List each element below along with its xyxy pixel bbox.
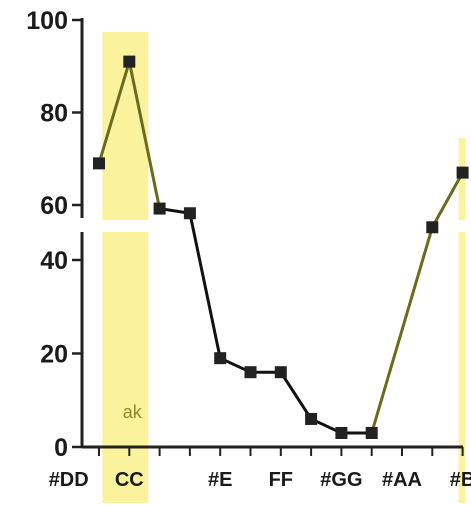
x-tick-label: CC xyxy=(115,469,144,491)
y-tick-label: 80 xyxy=(40,100,68,128)
axis-break xyxy=(60,220,471,232)
y-axis xyxy=(60,18,471,449)
x-tick-label: #B xyxy=(450,469,471,491)
data-point xyxy=(183,207,196,220)
x-tick-label: FF xyxy=(269,469,293,491)
x-tick-label: #DD xyxy=(49,469,89,491)
x-tick-label: #E xyxy=(208,469,232,491)
labels-layer: 60 80 100 0 20 40 CC #DD #E FF #GG #AA #B ak xyxy=(26,7,471,491)
data-point xyxy=(305,412,318,425)
data-point xyxy=(274,366,287,379)
data-point xyxy=(214,352,227,365)
highlight-bands xyxy=(102,32,465,503)
y-tick-label: 40 xyxy=(40,247,68,275)
x-tick-label: #AA xyxy=(382,469,422,491)
data-point xyxy=(123,55,136,68)
series-segment xyxy=(97,61,131,164)
series-segment xyxy=(279,371,313,420)
data-point xyxy=(153,202,166,215)
annotation-label: ak xyxy=(123,402,143,422)
series-segment xyxy=(430,171,464,229)
series-segment xyxy=(370,226,434,434)
data-point xyxy=(456,166,469,179)
y-tick-label: 0 xyxy=(54,434,68,462)
data-point xyxy=(244,366,257,379)
y-tick-label: 100 xyxy=(26,7,68,35)
highlight-band-cc xyxy=(102,32,149,503)
data-point xyxy=(93,157,105,170)
data-point xyxy=(335,426,348,439)
x-axis xyxy=(98,447,464,456)
series-layer xyxy=(93,55,469,439)
x-tick-label: #GG xyxy=(320,469,362,491)
data-point xyxy=(426,221,439,234)
series-segment xyxy=(188,212,222,359)
data-point xyxy=(365,426,378,439)
y-tick-label: 20 xyxy=(40,341,68,369)
y-tick-label: 60 xyxy=(40,192,68,220)
series-segment xyxy=(127,61,162,209)
highlight-band-sharp-b xyxy=(458,138,465,503)
